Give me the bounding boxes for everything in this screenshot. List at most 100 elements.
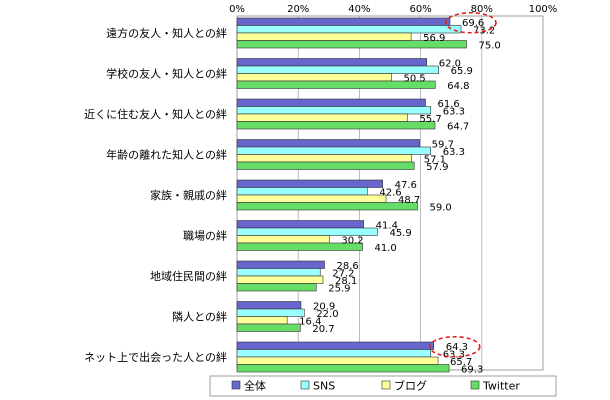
bar (236, 58, 428, 67)
value-label: 20.7 (312, 324, 334, 335)
category-label: 学校の友人・知人との絆 (106, 67, 227, 81)
legend-swatch (300, 380, 310, 390)
legend-swatch (381, 380, 391, 390)
value-label: 41.0 (374, 243, 396, 254)
value-label: 64.7 (447, 122, 469, 133)
bar (236, 187, 368, 196)
x-tick-label: 40% (348, 4, 370, 15)
value-label: 45.9 (389, 228, 411, 239)
bar (236, 275, 324, 284)
x-tick-label: 60% (409, 4, 431, 15)
value-label: 64.3 (446, 342, 468, 353)
bar (236, 17, 451, 26)
category-label: 遠方の友人・知人との絆 (106, 26, 227, 40)
bar (236, 98, 426, 107)
bar (236, 139, 420, 148)
value-label: 64.8 (447, 81, 469, 92)
value-label: 57.9 (426, 162, 448, 173)
bar (236, 283, 317, 292)
bar (236, 40, 467, 49)
highlight-ellipse (428, 335, 481, 358)
bar (236, 242, 363, 251)
category-label: 近くに住む友人・知人との絆 (84, 107, 227, 121)
bar (236, 113, 408, 122)
bar (236, 161, 415, 170)
legend-label: SNS (313, 380, 335, 393)
category-label: 地域住民間の絆 (150, 269, 227, 283)
bar (236, 260, 325, 269)
bar (236, 235, 330, 244)
value-label: 48.7 (398, 195, 420, 206)
legend-swatch (231, 380, 241, 390)
bar (236, 227, 378, 236)
value-label: 69.6 (462, 18, 484, 29)
value-label: 27.2 (332, 269, 354, 280)
category-label: 職場の絆 (183, 229, 227, 243)
category-labels: 遠方の友人・知人との絆学校の友人・知人との絆近くに住む友人・知人との絆年齢の離れ… (84, 26, 227, 364)
value-label: 61.6 (437, 99, 459, 110)
bar (236, 323, 301, 332)
legend: 全体 SNS ブログ Twitter (209, 375, 557, 397)
value-label: 65.7 (450, 357, 472, 368)
category-label: 年齢の離れた知人との絆 (106, 148, 227, 162)
value-label: 59.0 (430, 203, 452, 214)
bar (236, 316, 288, 325)
highlight-ellipses (428, 11, 497, 358)
bar (236, 194, 387, 203)
value-label: 63.3 (443, 147, 465, 158)
bar (236, 80, 436, 89)
bar (236, 121, 436, 130)
bars (236, 17, 467, 373)
x-tick-label: 80% (471, 4, 493, 15)
value-label: 42.6 (379, 188, 401, 199)
value-label: 25.9 (328, 284, 350, 295)
bar (236, 308, 305, 317)
value-label: 63.3 (443, 107, 465, 118)
value-label: 75.0 (479, 41, 501, 52)
bar (236, 268, 321, 277)
value-label: 16.4 (299, 317, 321, 328)
legend-label: ブログ (394, 379, 427, 393)
bar (236, 106, 431, 115)
value-label: 20.9 (313, 302, 335, 313)
bar (236, 73, 392, 82)
bar (236, 202, 418, 211)
value-label: 47.6 (395, 180, 417, 191)
bar (236, 341, 435, 350)
x-tick-label: 0% (229, 4, 245, 15)
category-label: ネット上で出会った人との絆 (84, 350, 227, 364)
value-label: 62.0 (439, 59, 461, 70)
bar (236, 146, 431, 155)
value-label: 41.4 (376, 221, 398, 232)
x-tick-label: 20% (287, 4, 309, 15)
bar (236, 301, 302, 310)
value-label: 22.0 (316, 309, 338, 320)
bar (236, 349, 431, 358)
value-label: 63.3 (443, 350, 465, 361)
value-label: 28.1 (335, 276, 357, 287)
value-labels: 69.673.256.975.062.065.950.564.861.663.3… (299, 18, 501, 376)
value-label: 59.7 (432, 140, 454, 151)
highlight-ellipse (445, 11, 497, 34)
bar (236, 364, 450, 373)
x-tick-label: 100% (529, 4, 558, 15)
value-label: 55.7 (419, 114, 441, 125)
value-label: 28.6 (337, 261, 359, 272)
value-label: 57.1 (424, 155, 446, 166)
value-label: 50.5 (404, 74, 426, 85)
legend-label: 全体 (244, 379, 266, 393)
bar (236, 220, 364, 229)
legend-label: Twitter (482, 380, 520, 393)
bar (236, 32, 412, 41)
value-label: 30.2 (341, 236, 363, 247)
legend-swatch (470, 380, 480, 390)
value-label: 56.9 (423, 33, 445, 44)
bar (236, 65, 439, 74)
bar (236, 356, 439, 365)
value-label: 65.9 (451, 66, 473, 77)
category-label: 隣人との絆 (172, 310, 227, 324)
bar (236, 179, 383, 188)
category-label: 家族・親戚の絆 (150, 188, 227, 202)
bar (236, 154, 413, 163)
value-label: 69.3 (461, 365, 483, 376)
